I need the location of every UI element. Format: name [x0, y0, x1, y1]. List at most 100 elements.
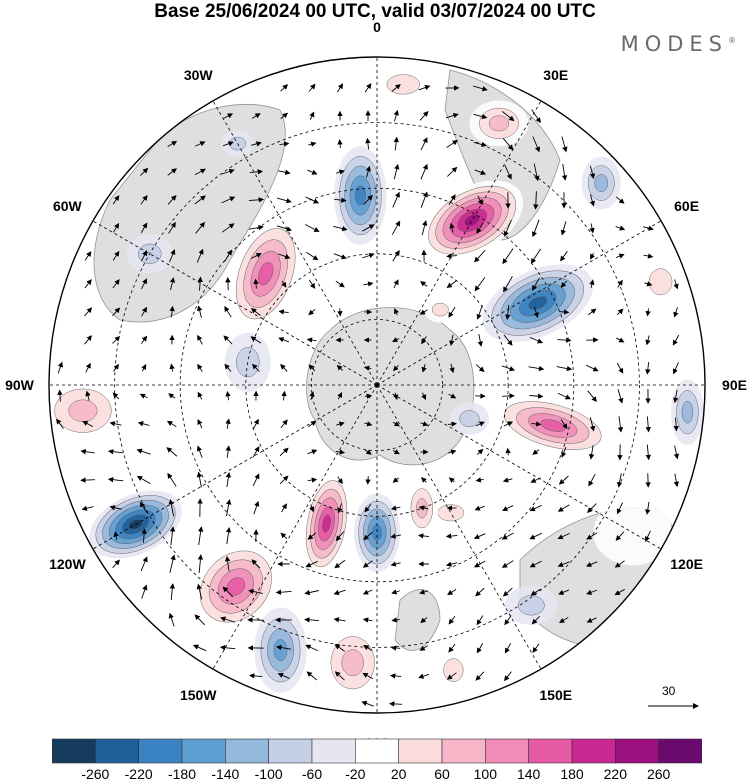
wind-arrow — [140, 222, 148, 234]
wind-arrow — [334, 671, 345, 681]
wind-arrow — [560, 251, 568, 262]
wind-arrow — [336, 364, 343, 371]
wind-arrow — [477, 333, 483, 347]
wind-arrow — [278, 169, 291, 175]
wind-arrow — [280, 532, 288, 540]
wind-arrow — [557, 392, 571, 400]
wind-arrow — [475, 364, 485, 373]
wind-arrow — [615, 531, 625, 541]
wind-arrow — [112, 250, 120, 261]
wind-arrow — [253, 418, 259, 429]
wind-arrow — [85, 362, 91, 373]
wind-arrow — [614, 588, 625, 596]
colorbar-segment — [138, 738, 183, 764]
wind-arrow — [167, 472, 177, 487]
wind-arrow — [333, 589, 346, 596]
wind-arrow — [586, 532, 598, 540]
anomaly-contour — [322, 514, 331, 533]
wind-arrow — [80, 449, 95, 455]
wind-arrow — [530, 248, 542, 264]
wind-arrow — [280, 84, 289, 92]
wind-arrow — [109, 505, 122, 511]
wind-arrow — [56, 418, 64, 429]
wind-arrow — [334, 559, 346, 569]
anomaly-contour — [437, 504, 465, 522]
wind-arrow — [169, 277, 176, 291]
wind-arrow — [448, 477, 455, 483]
wind-arrow — [390, 561, 401, 567]
colorbar-segment — [398, 738, 443, 764]
wind-arrow — [421, 336, 427, 345]
wind-arrow — [222, 141, 234, 147]
wind-arrow — [136, 448, 151, 455]
wind-arrow — [558, 617, 569, 624]
wind-arrow — [248, 224, 264, 231]
wind-arrow — [363, 365, 372, 371]
anomaly-contour — [648, 268, 673, 296]
wind-arrow — [447, 589, 457, 596]
map-title: Base 25/06/2024 00 UTC, valid 03/07/2024… — [154, 1, 596, 22]
longitude-label: 30W — [183, 67, 213, 84]
wind-arrow — [306, 337, 317, 343]
latitude-circle — [310, 318, 443, 451]
meridian-line — [212, 100, 378, 386]
longitude-label: 90W — [5, 377, 34, 393]
wind-arrow — [275, 589, 292, 595]
vector-reference-label: 30 — [662, 684, 676, 698]
wind-arrow — [448, 643, 456, 653]
wind-arrow — [196, 583, 203, 600]
wind-arrow — [532, 136, 540, 153]
wind-arrow — [248, 588, 264, 595]
wind-arrow — [280, 419, 288, 429]
wind-arrow — [503, 334, 513, 346]
wind-arrow — [672, 362, 679, 375]
wind-arrow — [305, 560, 318, 568]
wind-arrow — [194, 614, 206, 626]
colorbar-tick-label: 60 — [434, 766, 450, 782]
meridian-line — [92, 384, 378, 550]
wind-arrow — [393, 392, 399, 401]
wind-arrow — [420, 477, 427, 483]
wind-arrow — [474, 505, 485, 511]
wind-arrow — [304, 589, 319, 596]
wind-arrow — [561, 164, 568, 181]
wind-arrow — [645, 416, 651, 433]
wind-arrow — [276, 225, 293, 232]
wind-arrow — [393, 109, 399, 122]
colorbar-segment — [615, 738, 659, 764]
wind-arrow — [278, 309, 289, 315]
wind-arrow — [335, 280, 345, 288]
wind-arrow — [501, 111, 515, 122]
colorbar — [52, 738, 702, 764]
wind-arrow — [421, 392, 427, 401]
wind-arrow — [195, 221, 205, 234]
wind-arrow — [361, 224, 375, 232]
wind-arrow — [390, 505, 401, 511]
colorbar-tick-label: -260 — [81, 766, 110, 782]
wind-arrow — [502, 505, 514, 511]
colorbar-segment — [181, 738, 226, 764]
wind-arrow — [334, 644, 346, 652]
longitude-label: 0 — [373, 19, 381, 36]
wind-arrow — [645, 362, 651, 375]
wind-arrow — [532, 449, 540, 455]
colorbar-segment — [528, 738, 573, 764]
anomaly-contour — [341, 649, 364, 677]
wind-arrow — [304, 224, 320, 232]
logo-registered-mark: ® — [728, 36, 736, 45]
colorbar-segment — [355, 738, 399, 764]
wind-arrow — [560, 419, 568, 430]
wind-arrow — [225, 527, 232, 545]
wind-arrow — [445, 561, 458, 567]
wind-arrow — [532, 277, 540, 291]
wind-arrow — [589, 417, 596, 432]
wind-arrow — [448, 449, 457, 455]
wind-arrow — [392, 249, 400, 262]
wind-arrow — [141, 306, 147, 317]
wind-arrow — [363, 644, 373, 651]
colorbar-tick-label: 180 — [560, 766, 584, 782]
wind-arrow — [166, 420, 177, 428]
wind-arrow — [504, 615, 512, 626]
wind-arrow — [249, 673, 263, 679]
graticule — [49, 57, 705, 713]
